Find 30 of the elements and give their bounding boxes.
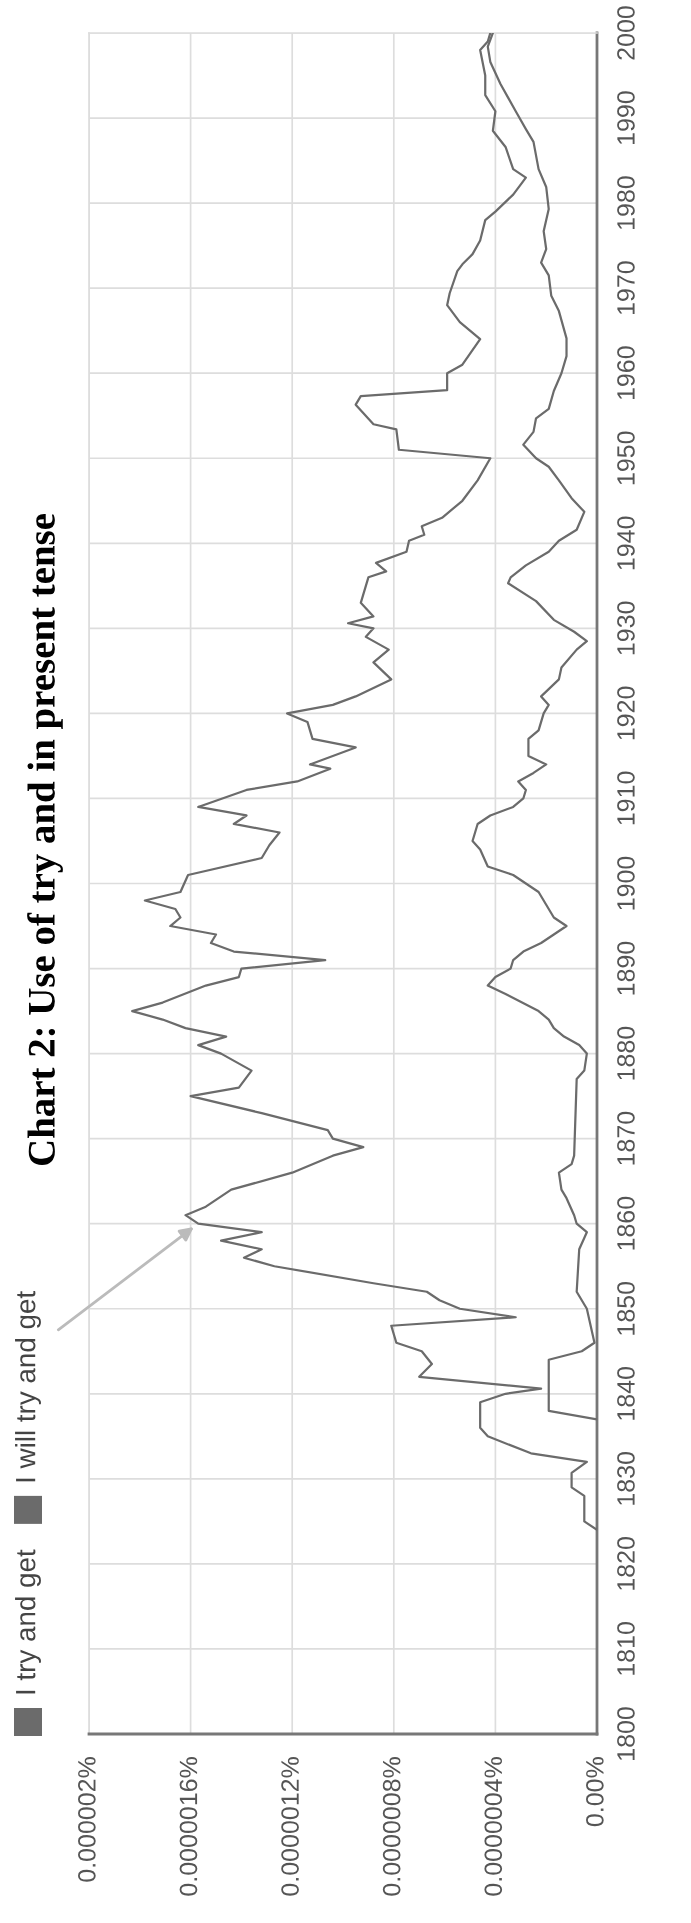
legend-label: I try and get: [15, 1549, 41, 1694]
y-tick-label: 1870: [617, 1111, 635, 1165]
x-tick-label: 0.0000016%: [179, 1757, 198, 1896]
y-tick-label: 1810: [617, 1622, 635, 1675]
y-tick-label: 1800: [617, 1707, 635, 1760]
text: Chart 2: Use of try and in present tense: [27, 514, 63, 1166]
y-tick-label: 1830: [617, 1452, 635, 1505]
y-tick-label: 1990: [617, 91, 635, 144]
y-tick-label: 1860: [617, 1196, 635, 1250]
text: I will try and get: [15, 1291, 41, 1482]
y-tick-label: 1950: [617, 431, 635, 485]
y-tick-label: 1820: [617, 1537, 635, 1590]
x-tick-label: 0.0000012%: [281, 1757, 299, 1896]
y-tick-label: 1850: [617, 1281, 635, 1335]
y-tick-label: 1880: [617, 1026, 635, 1080]
x-tick-label: 0.0000004%: [484, 1757, 503, 1896]
y-tick-label: 1930: [617, 601, 635, 655]
x-tick-label: 0.0000008%: [382, 1757, 401, 1896]
x-tick-label: 0.00%: [586, 1757, 604, 1827]
y-tick-label: 1920: [617, 686, 635, 740]
y-tick-label: 1840: [617, 1366, 635, 1420]
y-tick-label: 1970: [617, 261, 635, 315]
y-tick-label: 2000: [617, 6, 635, 60]
x-tick-label: 0.000002%: [78, 1757, 96, 1882]
y-tick-label: 1910: [617, 771, 635, 825]
y-tick-label: 1960: [617, 346, 635, 400]
y-tick-label: 1890: [617, 941, 635, 995]
y-tick-label: 1940: [617, 516, 635, 570]
y-tick-label: 1900: [617, 856, 635, 910]
y-tick-label: 1980: [617, 176, 635, 229]
